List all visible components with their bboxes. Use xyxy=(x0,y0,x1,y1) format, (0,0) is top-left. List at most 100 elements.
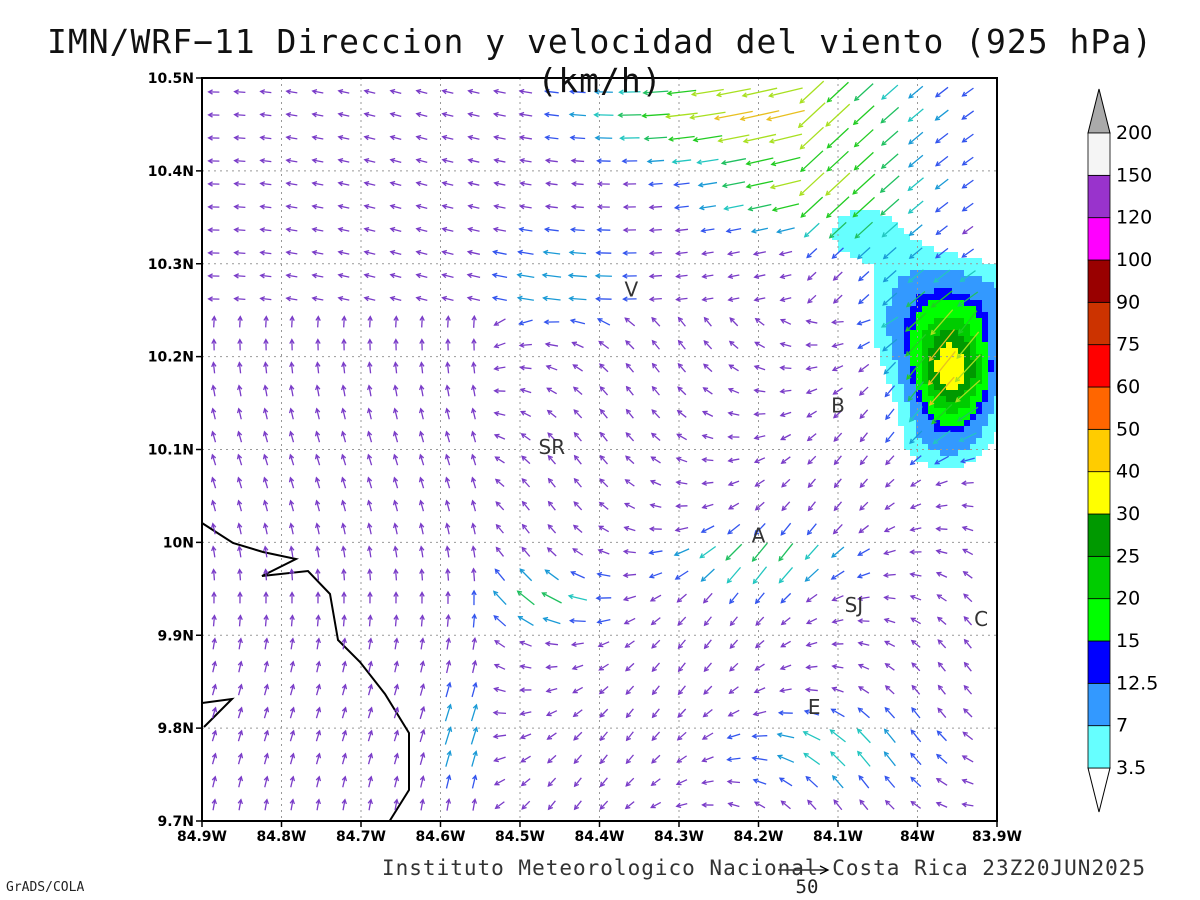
wind-vector xyxy=(393,591,399,604)
wind-vector xyxy=(285,135,298,141)
wind-vector xyxy=(493,318,506,326)
wind-vector xyxy=(854,221,874,239)
wind-vector xyxy=(932,430,951,445)
colorbar-segment xyxy=(1087,555,1111,600)
x-tick-label: 84.4W xyxy=(575,829,625,845)
x-tick-label: 83.9W xyxy=(972,829,1022,845)
wind-vector xyxy=(858,363,870,373)
colorbar-label: 7 xyxy=(1116,715,1128,737)
wind-vector xyxy=(393,637,399,650)
wind-vector xyxy=(445,315,451,328)
wind-vector xyxy=(389,295,402,302)
wind-vector xyxy=(289,729,296,742)
wind-vector xyxy=(211,384,217,397)
wind-vector xyxy=(419,315,425,328)
colorbar-segment xyxy=(1087,640,1111,684)
wind-vector xyxy=(519,387,532,394)
wind-vector xyxy=(471,314,477,328)
wind-vector xyxy=(884,799,895,810)
wind-vector xyxy=(393,798,399,811)
wind-vector xyxy=(491,272,508,279)
wind-vector xyxy=(598,686,609,695)
wind-vector xyxy=(211,706,218,719)
wind-vector xyxy=(910,617,921,625)
wind-vector xyxy=(954,354,981,383)
wind-vector xyxy=(572,709,583,718)
wind-vector xyxy=(937,639,947,649)
wind-vector xyxy=(826,150,849,172)
wind-vector xyxy=(415,134,428,141)
wind-vector xyxy=(367,614,373,627)
wind-vector xyxy=(768,133,803,144)
wind-vector xyxy=(727,502,740,510)
wind-vector xyxy=(671,158,692,165)
wind-vector xyxy=(289,338,295,351)
wind-vector xyxy=(471,798,478,811)
wind-vector xyxy=(495,523,504,534)
wind-vector xyxy=(237,591,243,604)
wind-vector xyxy=(907,177,924,192)
wind-vector xyxy=(545,181,558,187)
wind-vector xyxy=(625,708,634,719)
colorbar-label: 50 xyxy=(1116,418,1140,440)
wind-vector xyxy=(340,407,347,420)
wind-vector xyxy=(341,706,348,719)
wind-vector xyxy=(597,548,610,555)
wind-vector xyxy=(934,86,949,98)
wind-vector xyxy=(467,203,480,210)
wind-vector xyxy=(341,614,347,627)
wind-vector xyxy=(803,752,821,766)
wind-vector xyxy=(747,203,772,212)
wind-vector xyxy=(366,499,373,512)
wind-vector xyxy=(314,522,321,535)
wind-vector xyxy=(445,613,451,627)
wind-vector xyxy=(393,614,399,627)
wind-vector xyxy=(211,637,217,650)
wind-vector xyxy=(233,273,246,279)
wind-vector xyxy=(754,479,765,487)
wind-vector xyxy=(288,499,295,512)
wind-vector xyxy=(884,706,896,719)
wind-vector xyxy=(754,317,765,326)
wind-vector xyxy=(752,778,767,785)
wind-vector xyxy=(675,250,688,256)
wind-vector xyxy=(444,726,453,745)
wind-vector xyxy=(337,111,350,118)
wind-vector xyxy=(675,480,688,486)
wind-vector xyxy=(831,686,844,693)
y-tick-label: 10.5N xyxy=(148,71,194,87)
colorbar-label: 200 xyxy=(1116,122,1152,144)
wind-vector xyxy=(492,733,507,740)
wind-vector xyxy=(648,181,663,187)
wind-vector xyxy=(389,134,402,141)
wind-vector xyxy=(651,708,660,719)
wind-vector xyxy=(259,227,272,233)
wind-vector xyxy=(859,455,868,466)
wind-vector xyxy=(910,776,922,787)
wind-vector xyxy=(367,729,374,742)
wind-vector xyxy=(520,755,531,763)
place-labels: V B SR A SJ C E xyxy=(539,277,989,719)
wind-vector xyxy=(753,687,766,694)
wind-vector xyxy=(392,476,399,489)
wind-vector xyxy=(958,432,977,442)
wind-vector xyxy=(831,247,844,260)
wind-vector xyxy=(263,568,269,581)
wind-vector xyxy=(961,156,974,166)
wind-vector xyxy=(727,801,740,808)
wind-vector xyxy=(909,594,922,601)
wind-vector xyxy=(956,331,980,360)
wind-vector xyxy=(675,779,688,786)
wind-vector xyxy=(910,800,922,809)
wind-vector xyxy=(418,430,425,443)
wind-vector xyxy=(599,454,608,465)
wind-vector xyxy=(445,681,452,698)
wind-vector xyxy=(907,269,924,284)
wind-vector xyxy=(521,800,531,810)
wind-vector xyxy=(289,752,296,765)
wind-vector xyxy=(573,501,583,511)
wind-vector xyxy=(675,273,688,279)
place-label: SJ xyxy=(845,593,864,617)
wind-vector xyxy=(466,249,480,256)
wind-vector xyxy=(315,545,321,558)
